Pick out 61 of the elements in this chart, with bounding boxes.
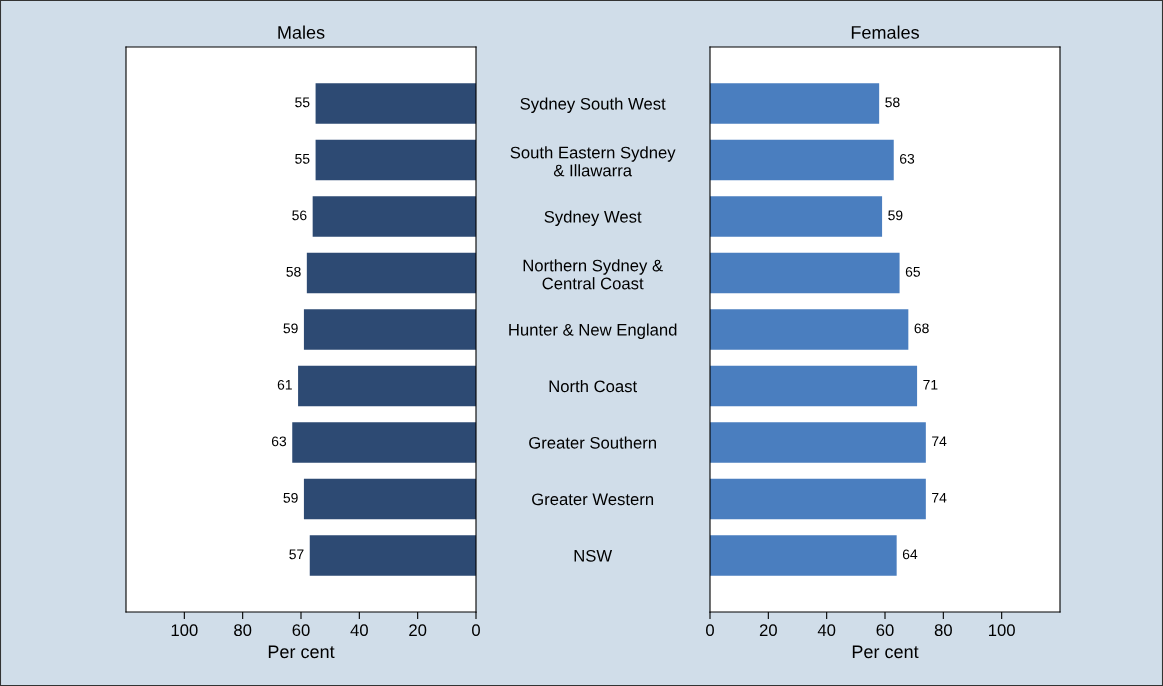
bar <box>710 422 926 463</box>
chart-title: Males <box>278 25 325 39</box>
bar <box>309 535 476 576</box>
bar <box>312 196 476 237</box>
y-tick-label: Greater Southern <box>529 436 656 449</box>
data-label: 58 <box>286 266 301 277</box>
x-tick-label: 100 <box>171 624 198 637</box>
bar <box>710 365 918 407</box>
chart-title: Females <box>851 25 919 39</box>
data-label: 71 <box>923 380 938 390</box>
data-label: 63 <box>900 153 915 164</box>
bar <box>298 365 476 407</box>
data-label: 58 <box>885 97 900 108</box>
x-tick-label: 20 <box>759 624 777 637</box>
x-tick-label: 20 <box>409 624 427 637</box>
data-label: 55 <box>295 154 310 164</box>
y-tick-label: South Eastern Sydney & Illawarra <box>510 146 676 177</box>
y-tick-label: North Coast <box>549 379 638 393</box>
x-tick-label: 40 <box>350 624 368 637</box>
bar <box>710 309 909 350</box>
x-tick-label: 0 <box>472 624 480 637</box>
data-label: 59 <box>888 210 903 221</box>
bar <box>710 139 894 181</box>
bar <box>710 252 900 294</box>
data-label: 65 <box>905 266 921 277</box>
x-tick-label: 100 <box>989 624 1015 637</box>
bar <box>315 139 476 181</box>
y-tick-label: Hunter & New England <box>509 323 677 339</box>
data-label: 64 <box>902 549 918 560</box>
data-label: 59 <box>283 492 298 503</box>
x-axis-title: Per cent <box>852 645 919 659</box>
bar <box>315 83 476 124</box>
data-label: 55 <box>295 97 310 108</box>
y-tick-label: Northern Sydney & Central Coast <box>523 259 663 290</box>
x-tick-label: 60 <box>876 624 894 637</box>
x-axis-title: Per cent <box>268 645 335 659</box>
x-tick-label: 0 <box>706 624 714 637</box>
y-tick-label: Sydney West <box>544 210 642 226</box>
bar <box>710 535 897 576</box>
data-label: 61 <box>277 379 292 390</box>
data-label: 57 <box>289 549 304 560</box>
y-tick-label: Sydney South West <box>520 97 666 113</box>
x-tick-label: 80 <box>234 624 252 637</box>
data-label: 74 <box>932 493 947 503</box>
data-label: 59 <box>283 323 298 334</box>
x-tick-label: 60 <box>292 624 310 637</box>
x-tick-label: 80 <box>934 624 952 637</box>
x-tick-label: 40 <box>817 624 836 637</box>
data-label: 74 <box>932 436 947 447</box>
bar <box>292 422 476 463</box>
y-tick-label: NSW <box>574 549 613 562</box>
data-label: 68 <box>914 323 929 334</box>
bar <box>303 309 476 350</box>
bar <box>710 478 926 520</box>
data-label: 56 <box>292 210 307 221</box>
bar <box>303 478 476 520</box>
data-label: 63 <box>271 436 287 447</box>
bar <box>710 83 880 124</box>
bar <box>710 196 883 237</box>
bar <box>306 252 476 294</box>
y-tick-label: Greater Western <box>532 493 654 506</box>
